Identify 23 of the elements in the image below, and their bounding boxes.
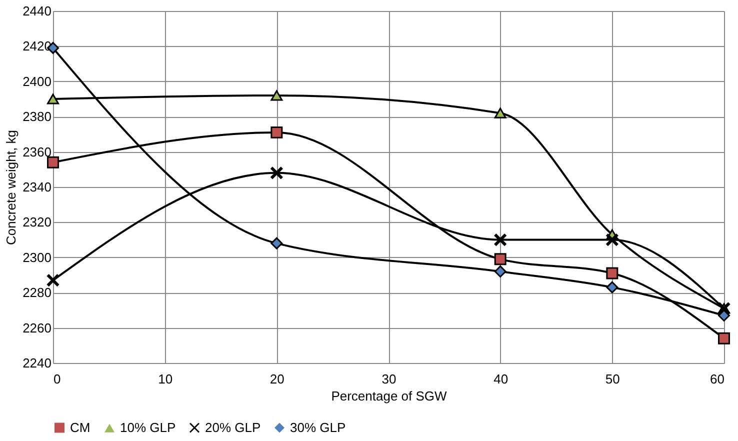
x-tick-label: 20 [270,372,284,386]
x-tick-label: 60 [710,372,724,386]
y-tick-label: 2400 [22,74,52,89]
x-tick-label: 40 [494,372,508,386]
x-tick-label: 50 [605,372,620,386]
legend-label: 30% GLP [290,420,346,435]
y-axis-title: Concrete weight, kg [4,130,19,245]
legend-label: CM [70,420,90,435]
y-tick-label: 2240 [22,356,52,370]
y-tick-label: 2360 [22,144,52,160]
y-tick-label: 2260 [22,320,52,336]
legend-label: 10% GLP [120,420,176,436]
y-tick-label: 2440 [22,4,52,18]
x-axis-title: Percentage of SGW [331,388,448,404]
y-tick-label: 2300 [22,250,52,265]
y-tick-label: 2340 [22,180,52,194]
y-tick-label: 2380 [22,109,52,124]
x-tick-label: 30 [382,372,396,386]
x-tick-label: 0 [54,372,61,386]
legend-label: 20% GLP [205,420,261,435]
y-tick-label: 2280 [22,285,52,300]
y-tick-label: 2320 [22,214,52,230]
x-tick-label: 10 [158,372,173,386]
